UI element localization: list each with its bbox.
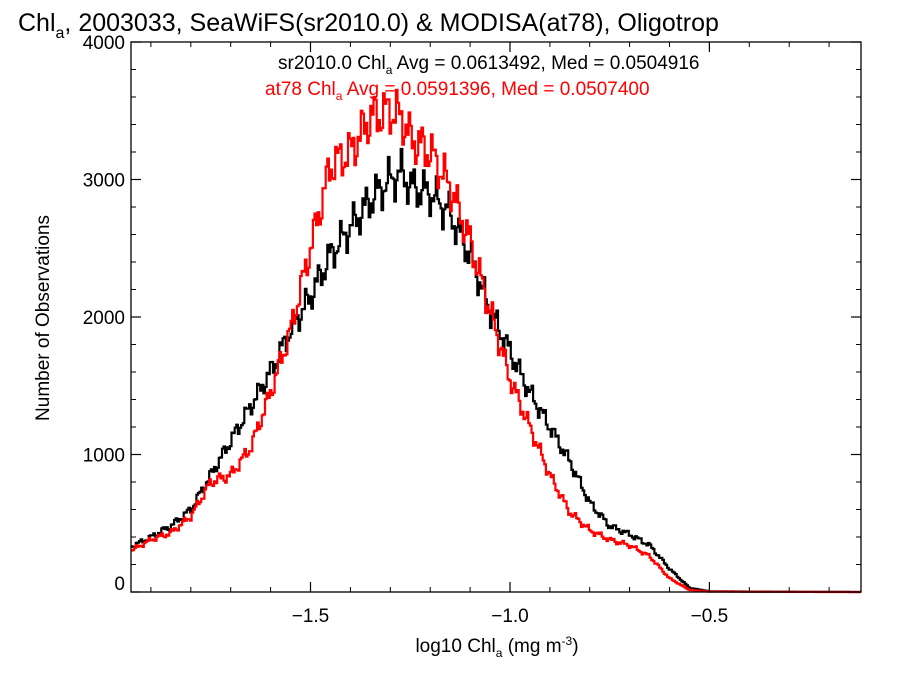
legend-sr2010-post: Avg = 0.0613492, Med = 0.0504916 xyxy=(392,53,699,74)
x-axis-label: log10 Chla (mg m-3) xyxy=(415,634,578,660)
plot-area: −1.5 −1.0 −0.5 0 1000 2000 3000 4000 xyxy=(83,33,862,627)
chart-title-pre: Chl xyxy=(18,9,56,37)
y-tick-label: 4000 xyxy=(83,33,125,54)
x-axis-label-sub: a xyxy=(496,646,503,660)
series-line-sr2010.0 xyxy=(131,147,861,594)
x-axis-label-post: ) xyxy=(572,636,578,657)
legend-sr2010-pre: sr2010.0 Chl xyxy=(278,53,386,74)
legend-at78-post: Avg = 0.0591396, Med = 0.0507400 xyxy=(342,79,649,100)
y-axis-label: Number of Observations xyxy=(33,215,54,421)
x-tick-label: −0.5 xyxy=(691,606,729,627)
x-tick-label: −1.0 xyxy=(491,606,529,627)
chart-title-subscript: a xyxy=(56,25,65,42)
legend-entry-at78: at78 Chla Avg = 0.0591396, Med = 0.05074… xyxy=(265,79,650,103)
x-axis-label-sup: -3 xyxy=(562,634,573,648)
x-tick-label: −1.5 xyxy=(292,606,330,627)
legend-entry-sr2010: sr2010.0 Chla Avg = 0.0613492, Med = 0.0… xyxy=(278,53,700,77)
y-tick-label: 2000 xyxy=(83,308,125,329)
chart-title: Chla, 2003033, SeaWiFS(sr2010.0) & MODIS… xyxy=(18,9,719,42)
series-line-at78 xyxy=(131,88,861,594)
legend-at78-pre: at78 Chl xyxy=(265,79,336,100)
y-tick-label: 1000 xyxy=(83,446,125,467)
legend-at78-sub: a xyxy=(336,89,343,103)
y-tick-label: 3000 xyxy=(83,171,125,192)
x-axis-label-pre: log10 Chl xyxy=(415,636,495,657)
chart-title-rest: , 2003033, SeaWiFS(sr2010.0) & MODISA(at… xyxy=(64,9,718,37)
y-tick-label: 0 xyxy=(114,574,125,595)
legend-sr2010-sub: a xyxy=(386,63,393,77)
x-axis-label-mid: (mg m xyxy=(502,636,561,657)
